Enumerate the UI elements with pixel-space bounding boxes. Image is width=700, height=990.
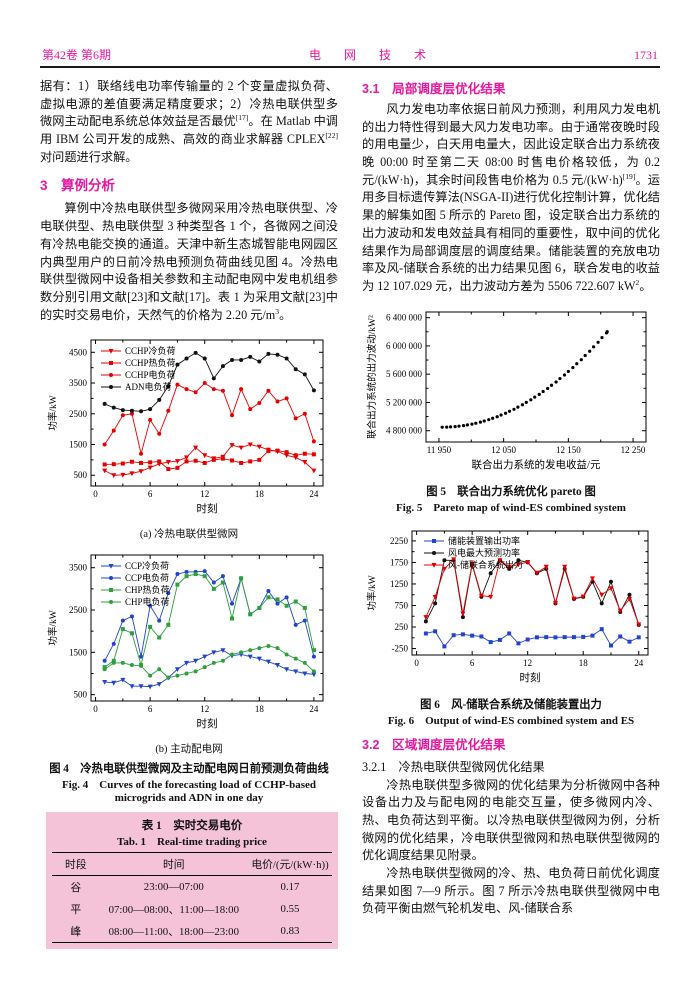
fig4-caption-en-line1: Fig. 4 Curves of the forecasting load of… bbox=[62, 779, 316, 792]
svg-text:时刻: 时刻 bbox=[520, 671, 541, 684]
fig6-caption-en: Fig. 6 Output of wind-ES combined system… bbox=[387, 714, 635, 727]
svg-text:1750: 1750 bbox=[390, 557, 409, 567]
svg-text:24: 24 bbox=[634, 658, 644, 668]
svg-text:风电最大预测功率: 风电最大预测功率 bbox=[448, 547, 520, 558]
svg-text:时刻: 时刻 bbox=[197, 502, 218, 515]
svg-text:24: 24 bbox=[309, 489, 319, 499]
svg-text:500: 500 bbox=[74, 690, 88, 700]
svg-text:24: 24 bbox=[309, 704, 319, 714]
svg-text:ADN电负荷: ADN电负荷 bbox=[125, 381, 172, 392]
svg-text:联合出力系统的出力波动/kW²: 联合出力系统的出力波动/kW² bbox=[366, 315, 378, 439]
svg-text:CCHP热负荷: CCHP热负荷 bbox=[125, 357, 176, 368]
svg-text:4500: 4500 bbox=[69, 348, 88, 358]
chart-fig5-pareto: 11 950 12 050 12 150 12 250 4 800 000 5 200 0… bbox=[366, 311, 647, 471]
svg-text:-250: -250 bbox=[392, 643, 409, 653]
svg-text:风-储联合系统出力: 风-储联合系统出力 bbox=[448, 559, 523, 570]
svg-text:CCP电负荷: CCP电负荷 bbox=[125, 572, 169, 583]
journal-issue: 第42卷 第6期 bbox=[42, 48, 112, 62]
table1-title-en: Tab. 1 Real-time trading price bbox=[117, 836, 267, 849]
right-column: 3.1 局部调度层优化结果 风力发电功率依据日前风力预测，利用风力发电机的出力特… bbox=[362, 78, 660, 949]
svg-text:1500: 1500 bbox=[69, 440, 88, 450]
svg-text:18: 18 bbox=[579, 658, 589, 668]
svg-text:250: 250 bbox=[395, 622, 409, 632]
journal-title: 电 网 技 术 bbox=[309, 48, 437, 62]
fig4a-subcaption: (a) 冷热电联供型微网 bbox=[139, 529, 239, 541]
svg-text:3500: 3500 bbox=[69, 378, 88, 388]
svg-text:0: 0 bbox=[93, 704, 98, 714]
svg-text:功率/kW: 功率/kW bbox=[47, 396, 59, 431]
svg-text:5 600 000: 5 600 000 bbox=[386, 369, 423, 379]
svg-text:6: 6 bbox=[148, 489, 153, 499]
paragraph-local-dispatch: 风力发电功率依据日前风力预测，利用风力发电机的出力特性得到最大风力发电功率。由于… bbox=[362, 102, 660, 293]
svg-text:6: 6 bbox=[148, 704, 153, 714]
fig4-caption-zh: 图 4 冷热电联供型微网及主动配电网日前预测负荷曲线 bbox=[49, 763, 329, 776]
svg-text:0: 0 bbox=[93, 489, 98, 499]
svg-text:750: 750 bbox=[395, 600, 409, 610]
chart-fig4a: 0 6 12 18 24 500 1500 2500 3500 4500 时刻 功率/kW CCHP冷负… bbox=[47, 339, 324, 515]
svg-text:功率/kW: 功率/kW bbox=[47, 611, 59, 646]
svg-text:18: 18 bbox=[255, 704, 265, 714]
table-1: 时段 时间 电价/(元/(kW·h)) 谷 23:00—07:00 0.17 平 07:00—… bbox=[52, 852, 332, 944]
figure-5: 11 950 12 050 12 150 12 250 4 800 000 5 200 0… bbox=[362, 302, 660, 515]
svg-text:功率/kW: 功率/kW bbox=[366, 575, 378, 610]
svg-text:时刻: 时刻 bbox=[197, 717, 218, 730]
svg-text:1250: 1250 bbox=[390, 579, 409, 589]
paragraph-continuation: 据有：1）联络线电功率传输量的 2 个变量虚拟负荷、虚拟电源的差值要满足精度要求… bbox=[40, 79, 338, 164]
chart-fig6-wind-es: 0 6 12 18 24 -250 250 750 1250 1750 2250 时刻 功率/kW 储能装… bbox=[366, 530, 649, 684]
header-rule bbox=[40, 66, 660, 68]
figure-6: 0 6 12 18 24 -250 250 750 1250 1750 2250 时刻 功率/kW 储能装… bbox=[362, 521, 660, 728]
fig4b-subcaption: (b) 主动配电网 bbox=[155, 744, 223, 756]
svg-text:CCHP冷负荷: CCHP冷负荷 bbox=[125, 345, 176, 356]
section-heading-3-1: 3.1 局部调度层优化结果 bbox=[362, 82, 506, 96]
fig5-caption-zh: 图 5 联合出力系统优化 pareto 图 bbox=[426, 485, 596, 498]
page-number: 1731 bbox=[634, 48, 658, 62]
svg-text:3500: 3500 bbox=[69, 563, 88, 573]
svg-text:CHP热负荷: CHP热负荷 bbox=[125, 584, 170, 595]
svg-text:联合出力系统的发电收益/元: 联合出力系统的发电收益/元 bbox=[472, 458, 601, 471]
svg-text:12: 12 bbox=[200, 704, 209, 714]
svg-text:12: 12 bbox=[200, 489, 209, 499]
svg-text:6: 6 bbox=[470, 658, 475, 668]
svg-text:2250: 2250 bbox=[390, 535, 409, 545]
fig5-caption-en: Fig. 5 Pareto map of wind-ES combined sy… bbox=[396, 501, 626, 514]
section-heading-3: 3 算例分析 bbox=[40, 178, 116, 194]
svg-text:CCHP电负荷: CCHP电负荷 bbox=[125, 369, 176, 380]
svg-text:12: 12 bbox=[523, 658, 532, 668]
svg-text:12 150: 12 150 bbox=[556, 445, 581, 455]
svg-text:CHP电负荷: CHP电负荷 bbox=[125, 596, 170, 607]
fig6-caption-zh: 图 6 风-储联合系统及储能装置出力 bbox=[420, 698, 602, 711]
paragraph-regional-result: 冷热电联供型多微网的优化结果为分析微网中各种设备出力及与配电网的电能交互量，使多… bbox=[362, 777, 660, 863]
svg-text:2500: 2500 bbox=[69, 409, 88, 419]
svg-text:18: 18 bbox=[255, 489, 265, 499]
left-column: 据有：1）联络线电功率传输量的 2 个变量虚拟负荷、虚拟电源的差值要满足精度要求… bbox=[40, 78, 338, 950]
table-1-block: 表 1 实时交易电价 Tab. 1 Real-time trading pric… bbox=[46, 812, 338, 950]
table-row: 平 07:00—08:00、11:00—18:00 0.55 bbox=[70, 903, 300, 917]
svg-text:6 400 000: 6 400 000 bbox=[386, 312, 423, 322]
svg-text:500: 500 bbox=[74, 470, 88, 480]
svg-text:12 250: 12 250 bbox=[621, 445, 646, 455]
paragraph-cchp-dispatch: 冷热电联供型微网的冷、热、电负荷日前优化调度结果如图 7—9 所示。图 7 所示… bbox=[362, 866, 660, 916]
svg-text:11 950: 11 950 bbox=[427, 445, 452, 455]
chart-fig4b: 0 6 12 18 24 500 1500 2500 3500 时刻 功率/kW CCP冷负荷CCP电… bbox=[47, 554, 324, 730]
svg-text:0: 0 bbox=[414, 658, 419, 668]
two-column-layout: 据有：1）联络线电功率传输量的 2 个变量虚拟负荷、虚拟电源的差值要满足精度要求… bbox=[40, 78, 660, 950]
svg-text:1500: 1500 bbox=[69, 648, 88, 658]
section-heading-3-2-1: 3.2.1 冷热电联供型微网优化结果 bbox=[362, 759, 545, 774]
svg-text:6 000 000: 6 000 000 bbox=[386, 340, 423, 350]
svg-text:5 200 000: 5 200 000 bbox=[386, 397, 423, 407]
table-row: 谷 23:00—07:00 0.17 bbox=[70, 881, 300, 895]
svg-text:2500: 2500 bbox=[69, 605, 88, 615]
table1-title-zh: 表 1 实时交易电价 bbox=[141, 820, 243, 833]
section-heading-3-2: 3.2 区域调度层优化结果 bbox=[362, 737, 506, 752]
svg-text:CCP冷负荷: CCP冷负荷 bbox=[125, 560, 169, 571]
figure-4: 0 6 12 18 24 500 1500 2500 3500 4500 时刻 功率/kW CCHP冷负… bbox=[40, 330, 338, 804]
paragraph-case-study: 算例中冷热电联供型多微网采用冷热电联供型、冷电联供型、热电联供型 3 种类型各 … bbox=[40, 201, 338, 322]
fig4-caption-en-line2: microgrids and ADN in one day bbox=[114, 792, 264, 805]
table-row: 峰 08:00—11:00、18:00—23:00 0.83 bbox=[70, 925, 300, 939]
svg-text:12 050: 12 050 bbox=[491, 445, 516, 455]
svg-text:4 800 000: 4 800 000 bbox=[386, 425, 423, 435]
page-header: 第42卷 第6期 电 网 技 术 1731 bbox=[40, 46, 660, 66]
svg-text:储能装置输出功率: 储能装置输出功率 bbox=[448, 535, 520, 546]
